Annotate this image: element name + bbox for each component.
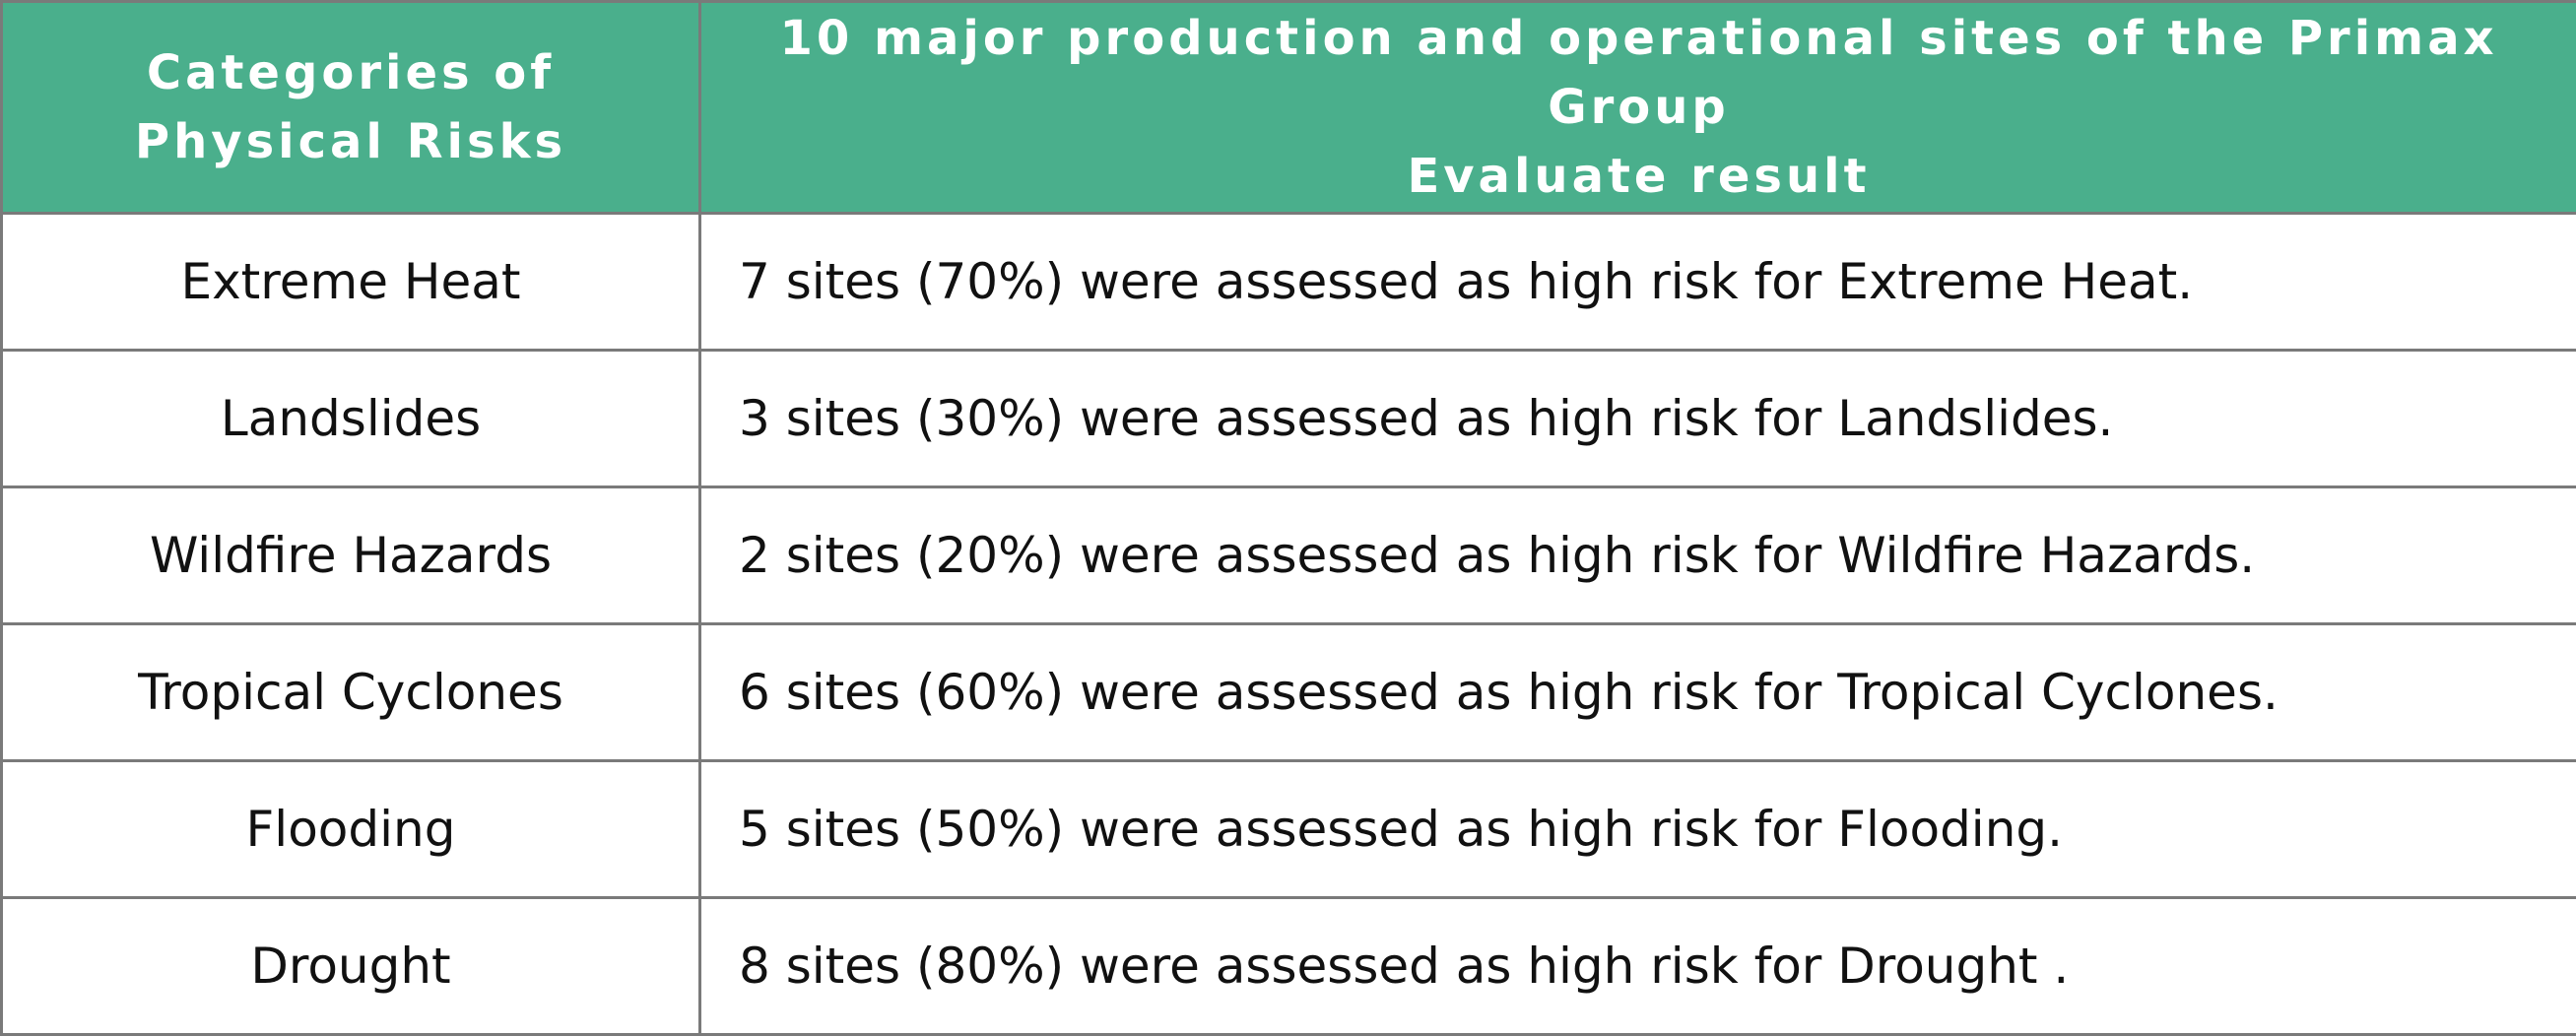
- header-text: 10 major production and operational site…: [702, 4, 2575, 142]
- header-text: Categories of: [4, 38, 697, 107]
- evaluation-result: 3 sites (30%) were assessed as high risk…: [700, 351, 2576, 487]
- evaluation-result: 6 sites (60%) were assessed as high risk…: [700, 624, 2576, 761]
- evaluation-result: 2 sites (20%) were assessed as high risk…: [700, 487, 2576, 624]
- evaluation-result: 5 sites (50%) were assessed as high risk…: [700, 761, 2576, 898]
- risk-category: Flooding: [2, 761, 700, 898]
- evaluation-result: 7 sites (70%) were assessed as high risk…: [700, 214, 2576, 351]
- evaluation-result: 8 sites (80%) were assessed as high risk…: [700, 898, 2576, 1035]
- header-cell: 10 major production and operational site…: [700, 2, 2576, 214]
- risk-category: Drought: [2, 898, 700, 1035]
- risk-category: Extreme Heat: [2, 214, 700, 351]
- header-text: Physical Risks: [4, 107, 697, 176]
- risk-category: Landslides: [2, 351, 700, 487]
- risk-category: Tropical Cyclones: [2, 624, 700, 761]
- risk-category: Wildfire Hazards: [2, 487, 700, 624]
- header-text: Evaluate result: [702, 142, 2575, 211]
